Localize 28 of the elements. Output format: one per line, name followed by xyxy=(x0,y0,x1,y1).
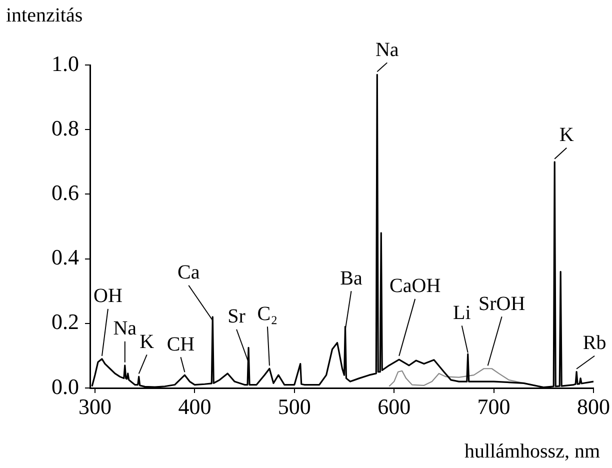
annotation: Li xyxy=(452,302,472,324)
annotation: C₂ xyxy=(257,302,278,325)
x-tick-label: 600 xyxy=(378,394,411,419)
annotation: Na xyxy=(113,318,137,340)
x-tick-label: 300 xyxy=(78,394,112,419)
y-tick-label: 0.4 xyxy=(52,244,79,270)
annotation: OH xyxy=(94,285,122,308)
y-tick-label: 1.0 xyxy=(52,50,79,76)
y-tick-label: 0.6 xyxy=(52,180,79,205)
x-tick-label: 700 xyxy=(477,394,510,419)
x-tick-label: 800 xyxy=(577,394,610,419)
x-tick-label: 500 xyxy=(278,394,311,419)
y-tick-label: 0.0 xyxy=(52,374,79,399)
annotation: Ba xyxy=(340,267,362,290)
x-axis-title: hullámhossz, nm xyxy=(464,440,600,462)
annotation: Rb xyxy=(582,332,606,354)
annotation: K xyxy=(140,330,155,353)
annotation: Na xyxy=(375,38,399,61)
annotation: CH xyxy=(166,333,195,356)
annotation: Sr xyxy=(228,306,246,328)
y-tick-label: 0.8 xyxy=(52,115,79,140)
x-tick-label: 400 xyxy=(178,394,212,419)
y-axis-title: intenzitás xyxy=(6,4,83,26)
annotation: Ca xyxy=(178,262,200,284)
annotation: CaOH xyxy=(390,275,441,298)
annotation: SrOH xyxy=(478,292,526,315)
annotation: K xyxy=(559,124,574,146)
y-tick-label: 0.2 xyxy=(52,309,79,334)
